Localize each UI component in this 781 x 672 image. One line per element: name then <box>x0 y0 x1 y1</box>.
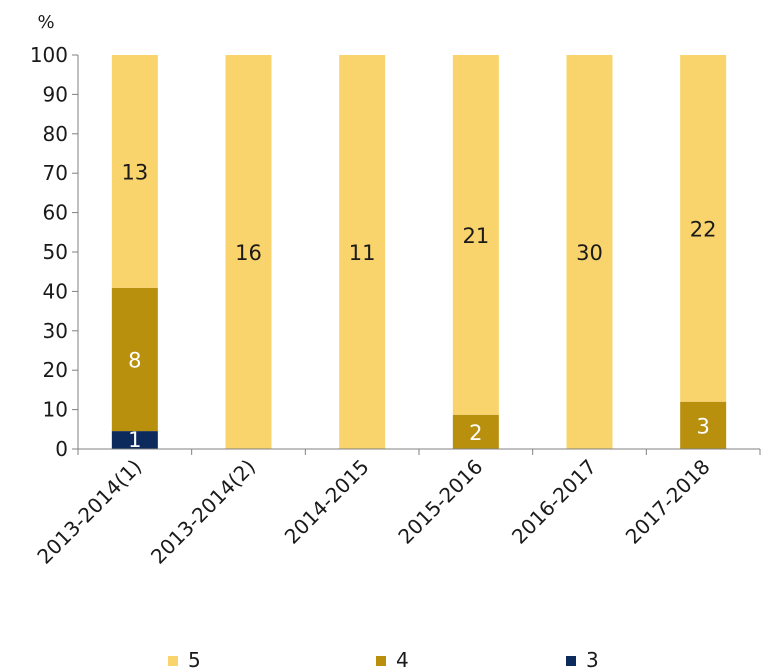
y-tick-label: 0 <box>55 437 68 461</box>
data-label-series-4: 8 <box>128 348 141 372</box>
data-label-series-5: 13 <box>121 160 148 184</box>
y-tick-label: 10 <box>43 398 68 422</box>
y-tick-label: 30 <box>43 319 68 343</box>
y-tick-label: 100 <box>30 43 68 67</box>
x-tick-label: 2015-2016 <box>393 455 487 549</box>
bar-segment-series-5 <box>339 55 386 449</box>
x-tick-label: 2016-2017 <box>507 455 601 549</box>
y-tick-label: 20 <box>43 358 68 382</box>
y-tick-label: 90 <box>43 82 68 106</box>
bar-segment-series-4 <box>452 414 499 449</box>
data-label-series-5: 11 <box>349 241 376 265</box>
x-tick-label: 2014-2015 <box>280 455 374 549</box>
legend-swatch-series-5 <box>168 656 178 666</box>
x-tick-label: 2017-2018 <box>621 455 715 549</box>
data-label-series-4: 3 <box>696 414 709 438</box>
x-tick-label: 2013-2014(1) <box>32 455 146 569</box>
bar-segment-series-5 <box>566 55 613 449</box>
data-label-series-5: 21 <box>462 224 489 248</box>
bar-segment-series-5 <box>225 55 272 449</box>
x-tick-label: 2013-2014(2) <box>146 455 260 569</box>
data-label-series-4: 2 <box>469 421 482 445</box>
y-tick-label: 40 <box>43 279 68 303</box>
y-tick-label: 80 <box>43 122 68 146</box>
bar-segment-series-5 <box>680 55 727 402</box>
bar-segment-series-4 <box>680 401 727 449</box>
data-label-series-5: 22 <box>690 217 717 241</box>
y-tick-label: 60 <box>43 201 68 225</box>
legend: 5 4 3 <box>168 648 599 672</box>
y-tick-label: 50 <box>43 240 68 264</box>
legend-label-series-5: 5 <box>188 648 201 672</box>
legend-swatch-series-3 <box>566 656 576 666</box>
data-label-series-5: 16 <box>235 241 262 265</box>
y-axis: 0 10 20 30 40 50 60 70 80 90 100 <box>30 43 79 461</box>
legend-label-series-4: 4 <box>396 648 409 672</box>
x-axis: 2013-2014(1) 2013-2014(2) 2014-2015 2015-20… <box>32 448 761 569</box>
bar-segment-series-4 <box>111 287 158 432</box>
bar-segment-series-5 <box>452 55 499 415</box>
data-label-series-5: 30 <box>576 241 603 265</box>
bars: 1 8 13 16 11 2 21 30 3 22 <box>111 55 727 452</box>
bar-segment-series-5 <box>111 55 158 288</box>
bar-segment-series-3 <box>111 431 158 449</box>
y-axis-unit-label: % <box>37 12 54 33</box>
y-tick-label: 70 <box>43 161 68 185</box>
data-label-series-3: 1 <box>128 428 141 452</box>
legend-swatch-series-4 <box>376 656 386 666</box>
legend-label-series-3: 3 <box>586 648 599 672</box>
